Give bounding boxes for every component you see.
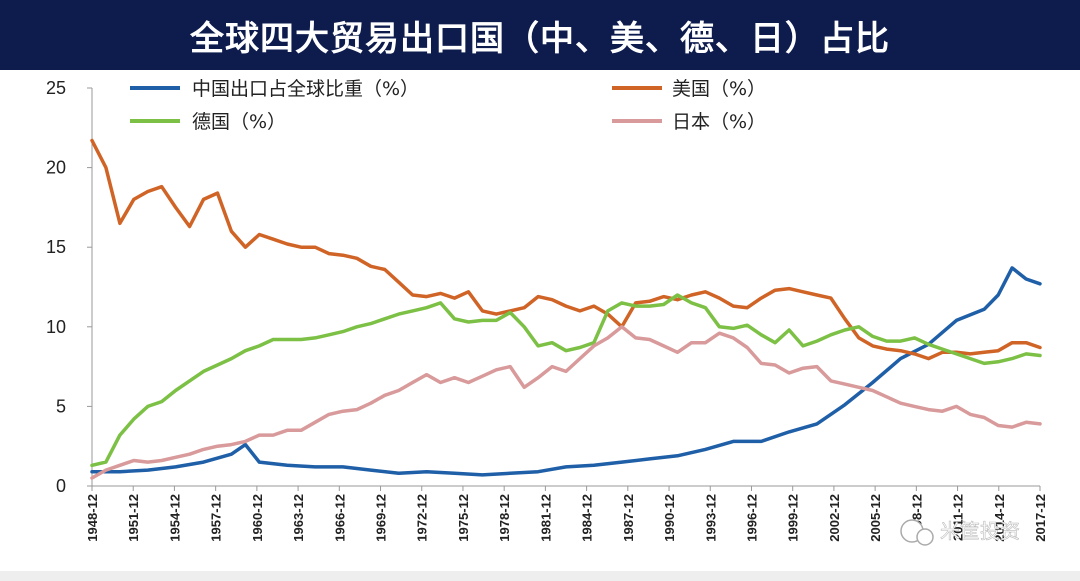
legend-entry-usa: 美国（%） (612, 78, 766, 100)
x-tick-label: 1948-12 (85, 494, 100, 542)
x-tick-label: 2011-12 (951, 494, 966, 541)
x-tick-label: 1951-12 (126, 494, 141, 542)
x-tick-label: 1957-12 (209, 494, 224, 542)
legend: 中国出口占全球比重（%） 美国（%） 德国（%） 日本（%） (130, 78, 766, 133)
x-tick-label: 1978-12 (497, 494, 512, 542)
legend-label-germany: 德国（%） (192, 111, 286, 133)
axes: 0 5 10 15 20 25 1948-12 1951-12 1954-12 1957-12 19… (46, 78, 1048, 542)
legend-entry-china: 中国出口占全球比重（%） (130, 78, 419, 100)
x-tick-label: 1975-12 (456, 494, 471, 542)
x-tick-label: 1972-12 (415, 494, 430, 542)
x-tick-label: 1990-12 (662, 494, 677, 542)
y-tick-label: 20 (46, 158, 66, 178)
y-tick-label: 10 (46, 317, 66, 337)
x-tick-label: 1996-12 (744, 494, 759, 542)
watermark-text: 米筐投资 (940, 519, 1020, 543)
x-tick-label: 1999-12 (786, 494, 801, 542)
x-tick-label: 1966-12 (332, 494, 347, 542)
x-tick-label: 2017-12 (1033, 494, 1048, 542)
chart-area: 0 5 10 15 20 25 1948-12 1951-12 1954-12 1957-12 19… (46, 78, 1048, 546)
x-tick-label: 1987-12 (621, 494, 636, 542)
legend-entry-germany: 德国（%） (130, 111, 286, 133)
footer-bar (0, 571, 1080, 581)
legend-entry-japan: 日本（%） (612, 111, 766, 133)
legend-label-japan: 日本（%） (672, 111, 766, 133)
x-tick-label: 1969-12 (374, 494, 389, 542)
y-tick-label: 0 (56, 476, 66, 496)
x-tick-label: 2005-12 (868, 494, 883, 542)
series-line-china (90, 266, 1042, 477)
x-tick-label: 2002-12 (827, 494, 842, 542)
watermark: 米筐投资 (900, 519, 1020, 546)
y-tick-label: 5 (56, 396, 66, 416)
x-tick-label: 1984-12 (580, 494, 595, 542)
series-lines (90, 138, 1042, 480)
x-tick-label: 2014-12 (992, 494, 1007, 542)
wechat-icon (900, 519, 934, 546)
page-title: 全球四大贸易出口国（中、美、德、日）占比 (190, 18, 890, 59)
x-tick-label: 1993-12 (703, 494, 718, 542)
legend-label-china: 中国出口占全球比重（%） (192, 78, 419, 100)
title-banner: 全球四大贸易出口国（中、美、德、日）占比 (0, 0, 1080, 70)
x-tick-label: 1963-12 (291, 494, 306, 542)
series-line-usa (90, 138, 1042, 361)
y-tick-label: 15 (46, 237, 66, 257)
series-line-japan (90, 325, 1042, 480)
x-tick-label: 1960-12 (250, 494, 265, 542)
series-line-germany (90, 293, 1042, 468)
legend-label-usa: 美国（%） (672, 78, 766, 100)
x-tick-label: 1981-12 (538, 494, 553, 542)
y-tick-label: 25 (46, 78, 66, 98)
x-tick-label: 1954-12 (167, 494, 182, 542)
